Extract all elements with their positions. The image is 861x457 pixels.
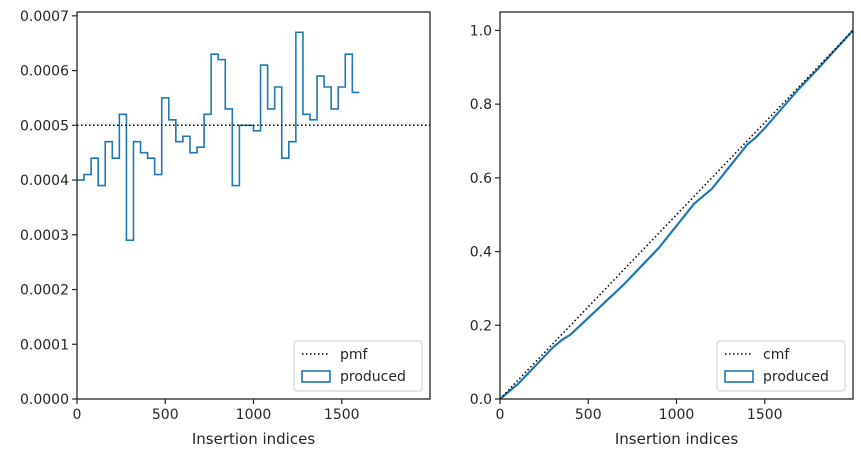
y-tick-label: 0.6 xyxy=(470,171,492,187)
y-tick-label: 0.0007 xyxy=(20,9,69,25)
y-tick-label: 0.0003 xyxy=(20,228,69,244)
legend-pmf-label: pmf xyxy=(340,347,369,363)
y-tick-label: 0.0000 xyxy=(20,392,69,408)
x-tick-label: 0 xyxy=(73,407,82,423)
series-produced-line xyxy=(499,29,854,400)
x-tick-label: 1500 xyxy=(747,407,783,423)
y-tick-label: 0.4 xyxy=(470,245,492,261)
series-cmf-line xyxy=(499,29,854,400)
x-tick-label: 1000 xyxy=(236,407,272,423)
x-tick-label: 500 xyxy=(152,407,179,423)
series-produced-line xyxy=(77,31,360,242)
y-tick-label: 0.2 xyxy=(470,318,492,334)
legend-produced-label: produced xyxy=(763,369,829,385)
legend-produced-swatch xyxy=(724,370,754,383)
left-chart-pmf: 0 500 1000 1500 0.0000 0.0001 0.0002 0.0003 0.00… xyxy=(20,9,431,448)
x-axis-title: Insertion indices xyxy=(192,430,315,448)
legend-produced-swatch xyxy=(301,370,331,383)
y-tick-label: 0.0004 xyxy=(20,173,69,189)
x-tick-label: 500 xyxy=(575,407,602,423)
y-tick-label: 0.0001 xyxy=(20,337,69,353)
y-tick-label: 0.0002 xyxy=(20,283,69,299)
x-axis-title: Insertion indices xyxy=(615,430,738,448)
x-tick-label: 0 xyxy=(496,407,505,423)
y-tick-label: 0.0 xyxy=(470,392,492,408)
x-tick-label: 1000 xyxy=(659,407,695,423)
x-tick-label: 1500 xyxy=(324,407,360,423)
y-tick-label: 1.0 xyxy=(470,23,492,39)
y-tick-label: 0.8 xyxy=(470,97,492,113)
legend-cmf-label: cmf xyxy=(763,347,790,363)
y-tick-label: 0.0005 xyxy=(20,118,69,134)
right-chart-cmf: 0 500 1000 1500 0.0 0.2 0.4 0.6 0.8 1.0 Insertion … xyxy=(470,11,854,448)
legend-produced-label: produced xyxy=(340,369,406,385)
y-tick-label: 0.0006 xyxy=(20,64,69,80)
